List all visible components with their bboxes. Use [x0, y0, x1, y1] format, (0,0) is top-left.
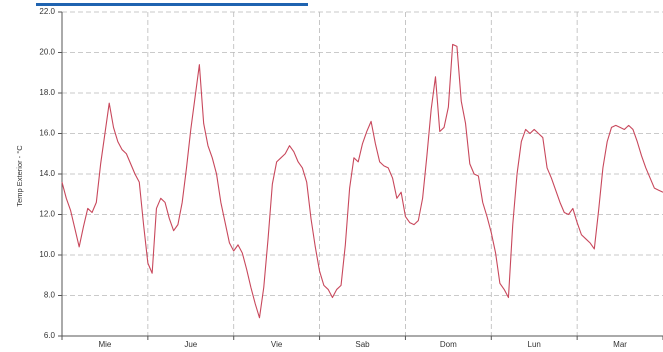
y-tick-label: 22.0	[39, 7, 55, 16]
x-tick-label: Jue	[184, 340, 197, 349]
grid	[62, 11, 663, 336]
x-tick-label: Lun	[528, 340, 541, 349]
axes	[58, 11, 663, 340]
header-bar	[36, 3, 308, 6]
y-tick-label: 14.0	[39, 169, 55, 178]
x-tick-label: Dom	[440, 340, 457, 349]
x-tick-label: Vie	[271, 340, 283, 349]
x-tick-label: Mie	[98, 340, 111, 349]
y-axis-label: Temp Exterior - °C	[15, 145, 24, 207]
y-tick-label: 16.0	[39, 129, 55, 138]
y-tick-label: 18.0	[39, 88, 55, 97]
x-tick-label: Sab	[355, 340, 370, 349]
y-tick-label: 20.0	[39, 48, 55, 57]
y-tick-label: 12.0	[39, 210, 55, 219]
series-line	[61, 43, 663, 319]
y-tick-label: 10.0	[39, 250, 55, 259]
y-tick-labels: 6.0 8.0 10.0 12.0 14.0 16.0 18.0 20.0 22.0	[39, 7, 55, 340]
y-tick-label: 6.0	[44, 331, 56, 340]
y-tick-label: 8.0	[44, 291, 56, 300]
x-tick-label: Mar	[613, 340, 627, 349]
x-tick-labels: Mie Jue Vie Sab Dom Lun Mar	[98, 340, 627, 349]
